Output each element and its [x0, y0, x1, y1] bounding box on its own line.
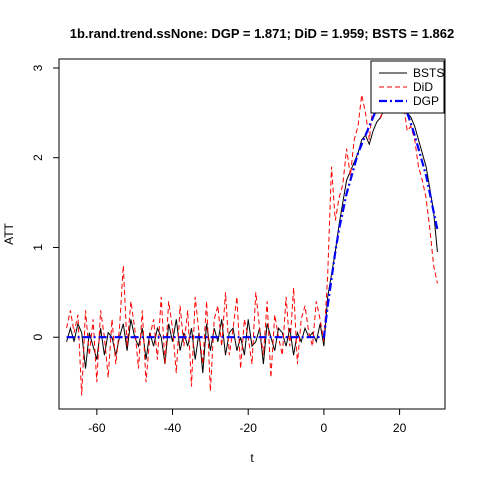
- series-bsts-line: [66, 89, 438, 374]
- series-layer: [66, 81, 439, 396]
- legend-label-dgp: DGP: [413, 94, 439, 108]
- chart-title: 1b.rand.trend.ssNone: DGP = 1.871; DiD =…: [70, 26, 455, 41]
- y-axis-label: ATT: [2, 222, 16, 244]
- x-tick-label: -60: [88, 421, 106, 435]
- series-dgp-line: [66, 90, 439, 339]
- plot-frame: [58, 58, 446, 410]
- x-axis: -60 -40 -20 0 20: [88, 409, 407, 435]
- x-axis-label: t: [250, 451, 254, 465]
- y-tick-label: 2: [31, 154, 45, 161]
- legend-label-did: DiD: [413, 80, 433, 94]
- y-axis: 0 1 2 3: [31, 64, 59, 341]
- y-tick-label: 3: [31, 64, 45, 71]
- legend-label-bsts: BSTS: [413, 66, 444, 80]
- x-tick-label: -20: [240, 421, 258, 435]
- series-did-line: [66, 81, 438, 396]
- x-tick-label: -40: [164, 421, 182, 435]
- x-tick-label: 0: [321, 421, 328, 435]
- y-tick-label: 1: [31, 244, 45, 251]
- legend-box: [370, 60, 445, 114]
- x-tick-label: 20: [393, 421, 407, 435]
- y-tick-label: 0: [31, 334, 45, 341]
